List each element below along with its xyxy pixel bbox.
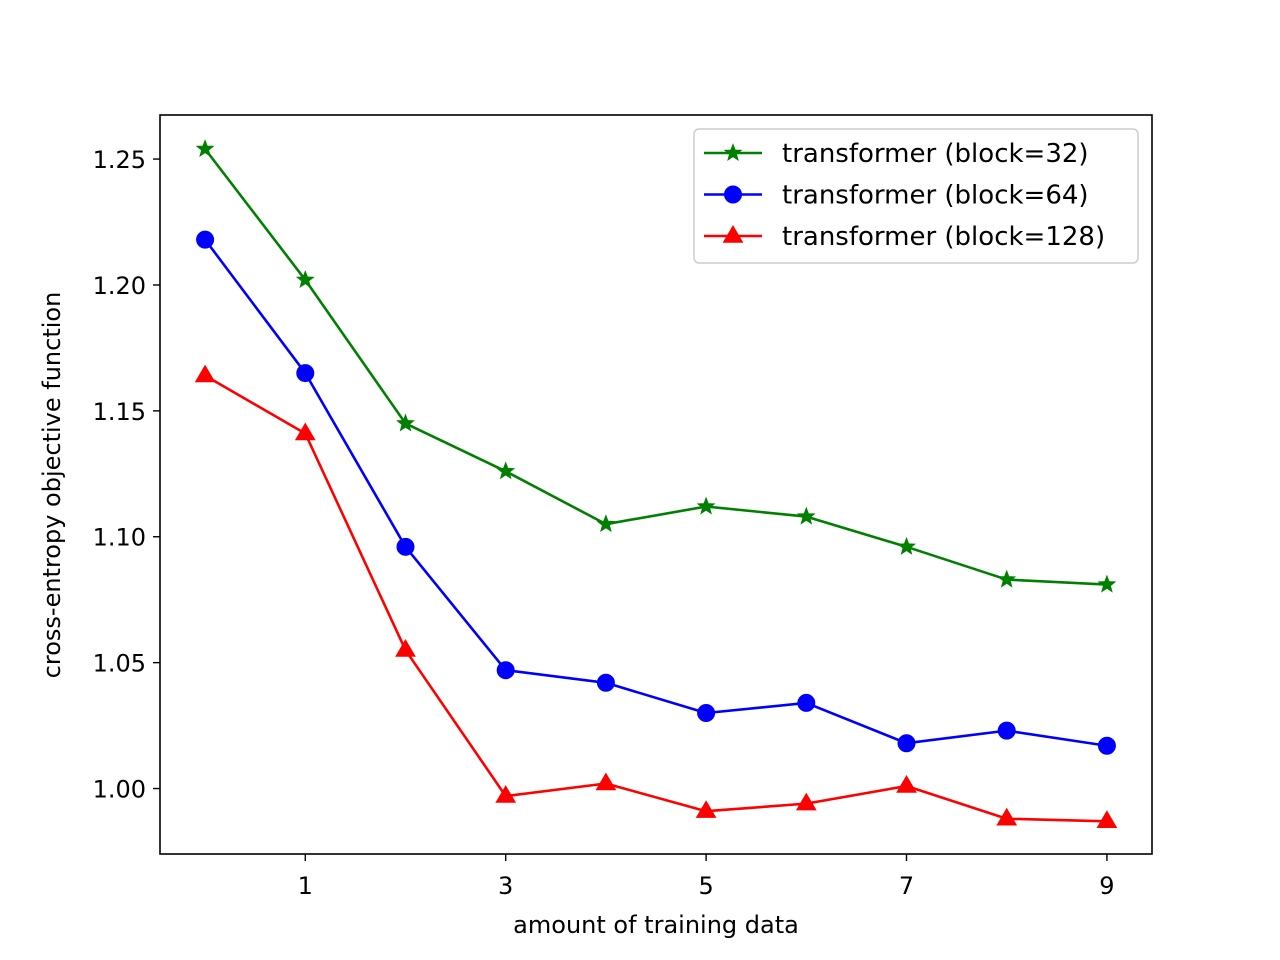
legend-marker bbox=[723, 143, 743, 162]
plot-area-frame bbox=[159, 114, 1153, 855]
data-point bbox=[196, 230, 215, 249]
series-line bbox=[204, 238, 1108, 748]
x-axis-ticks: 1 3 5 7 9 bbox=[298, 854, 1115, 900]
legend-label: transformer (block=64) bbox=[782, 181, 1089, 211]
data-point bbox=[496, 661, 515, 680]
legend: transformer (block=32) transformer (block… bbox=[693, 128, 1139, 264]
data-point bbox=[896, 775, 917, 793]
legend-marker bbox=[724, 185, 742, 204]
data-point bbox=[897, 734, 916, 753]
data-point bbox=[796, 506, 816, 525]
data-point bbox=[1096, 810, 1118, 828]
data-point bbox=[997, 569, 1017, 588]
y-tick-label: 1.25 bbox=[93, 146, 146, 174]
y-axis-ticks: 1.00 1.05 1.10 1.15 1.20 1.25 bbox=[93, 146, 160, 804]
data-point bbox=[596, 673, 615, 692]
series-line bbox=[204, 374, 1107, 823]
x-tick-label: 3 bbox=[498, 872, 513, 900]
data-point bbox=[194, 364, 216, 383]
data-point bbox=[195, 139, 215, 158]
y-tick-label: 1.00 bbox=[93, 776, 146, 804]
data-point bbox=[396, 537, 415, 556]
x-tick-label: 5 bbox=[698, 872, 713, 900]
data-point bbox=[695, 800, 717, 818]
series-line bbox=[204, 148, 1107, 586]
y-tick-label: 1.05 bbox=[93, 650, 146, 678]
data-point bbox=[596, 514, 616, 533]
legend-marker bbox=[722, 225, 744, 243]
data-point bbox=[797, 693, 816, 712]
data-point bbox=[295, 270, 315, 288]
x-axis-label: amount of training data bbox=[513, 911, 799, 939]
data-point bbox=[696, 496, 716, 515]
data-point bbox=[997, 721, 1016, 740]
legend-label: transformer (block=128) bbox=[782, 222, 1105, 252]
data-point bbox=[595, 772, 617, 791]
y-axis-label: cross-entropy objective function bbox=[38, 292, 66, 679]
data-point bbox=[697, 703, 716, 722]
data-point bbox=[1097, 736, 1116, 755]
data-point bbox=[396, 413, 415, 432]
y-tick-label: 1.10 bbox=[93, 524, 146, 552]
data-point bbox=[496, 461, 516, 480]
y-tick-label: 1.20 bbox=[93, 272, 146, 300]
series-layer bbox=[194, 139, 1118, 828]
data-point bbox=[996, 807, 1018, 826]
legend-box bbox=[693, 128, 1139, 264]
data-point bbox=[795, 792, 817, 811]
x-tick-label: 7 bbox=[899, 872, 914, 900]
y-tick-label: 1.15 bbox=[93, 398, 146, 426]
x-tick-label: 9 bbox=[1099, 872, 1114, 900]
x-tick-label: 1 bbox=[298, 872, 313, 900]
data-point bbox=[495, 785, 517, 803]
data-point bbox=[1097, 574, 1117, 593]
data-point bbox=[395, 639, 416, 657]
data-point bbox=[294, 422, 316, 441]
data-point bbox=[897, 536, 916, 555]
data-point bbox=[296, 364, 315, 383]
legend-label: transformer (block=32) bbox=[782, 139, 1089, 169]
